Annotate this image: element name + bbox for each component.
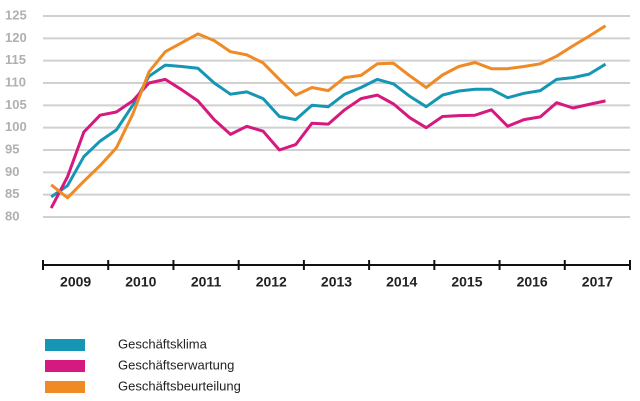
legend-label: Geschäftserwartung [118, 357, 234, 372]
y-tick-label: 95 [5, 141, 19, 156]
legend-label: Geschäftsbeurteilung [118, 378, 241, 393]
y-tick-label: 125 [5, 7, 27, 22]
x-tick-label: 2010 [125, 274, 156, 290]
legend-swatch [45, 339, 85, 351]
y-tick-label: 120 [5, 30, 27, 45]
line [49, 77, 606, 209]
y-tick-label: 110 [5, 74, 26, 89]
legend-label: Geschäftsklima [118, 336, 208, 351]
y-tick-label: 85 [5, 186, 19, 201]
line [50, 24, 607, 200]
x-tick-label: 2014 [386, 274, 417, 290]
y-tick-label: 115 [5, 52, 26, 67]
x-tick-label: 2015 [451, 274, 482, 290]
x-tick-label: 2016 [517, 274, 548, 290]
line [50, 62, 607, 199]
x-tick-label: 2013 [321, 274, 352, 290]
x-tick-label: 2012 [256, 274, 287, 290]
legend-swatch [45, 360, 85, 372]
y-tick-label: 90 [5, 164, 19, 179]
y-tick-label: 100 [5, 119, 27, 134]
x-tick-label: 2009 [60, 274, 91, 290]
x-tick-label: 2017 [582, 274, 613, 290]
x-tick-label: 2011 [191, 274, 222, 290]
y-tick-label: 80 [5, 208, 19, 223]
y-tick-label: 105 [5, 97, 27, 112]
legend-swatch [45, 381, 85, 393]
